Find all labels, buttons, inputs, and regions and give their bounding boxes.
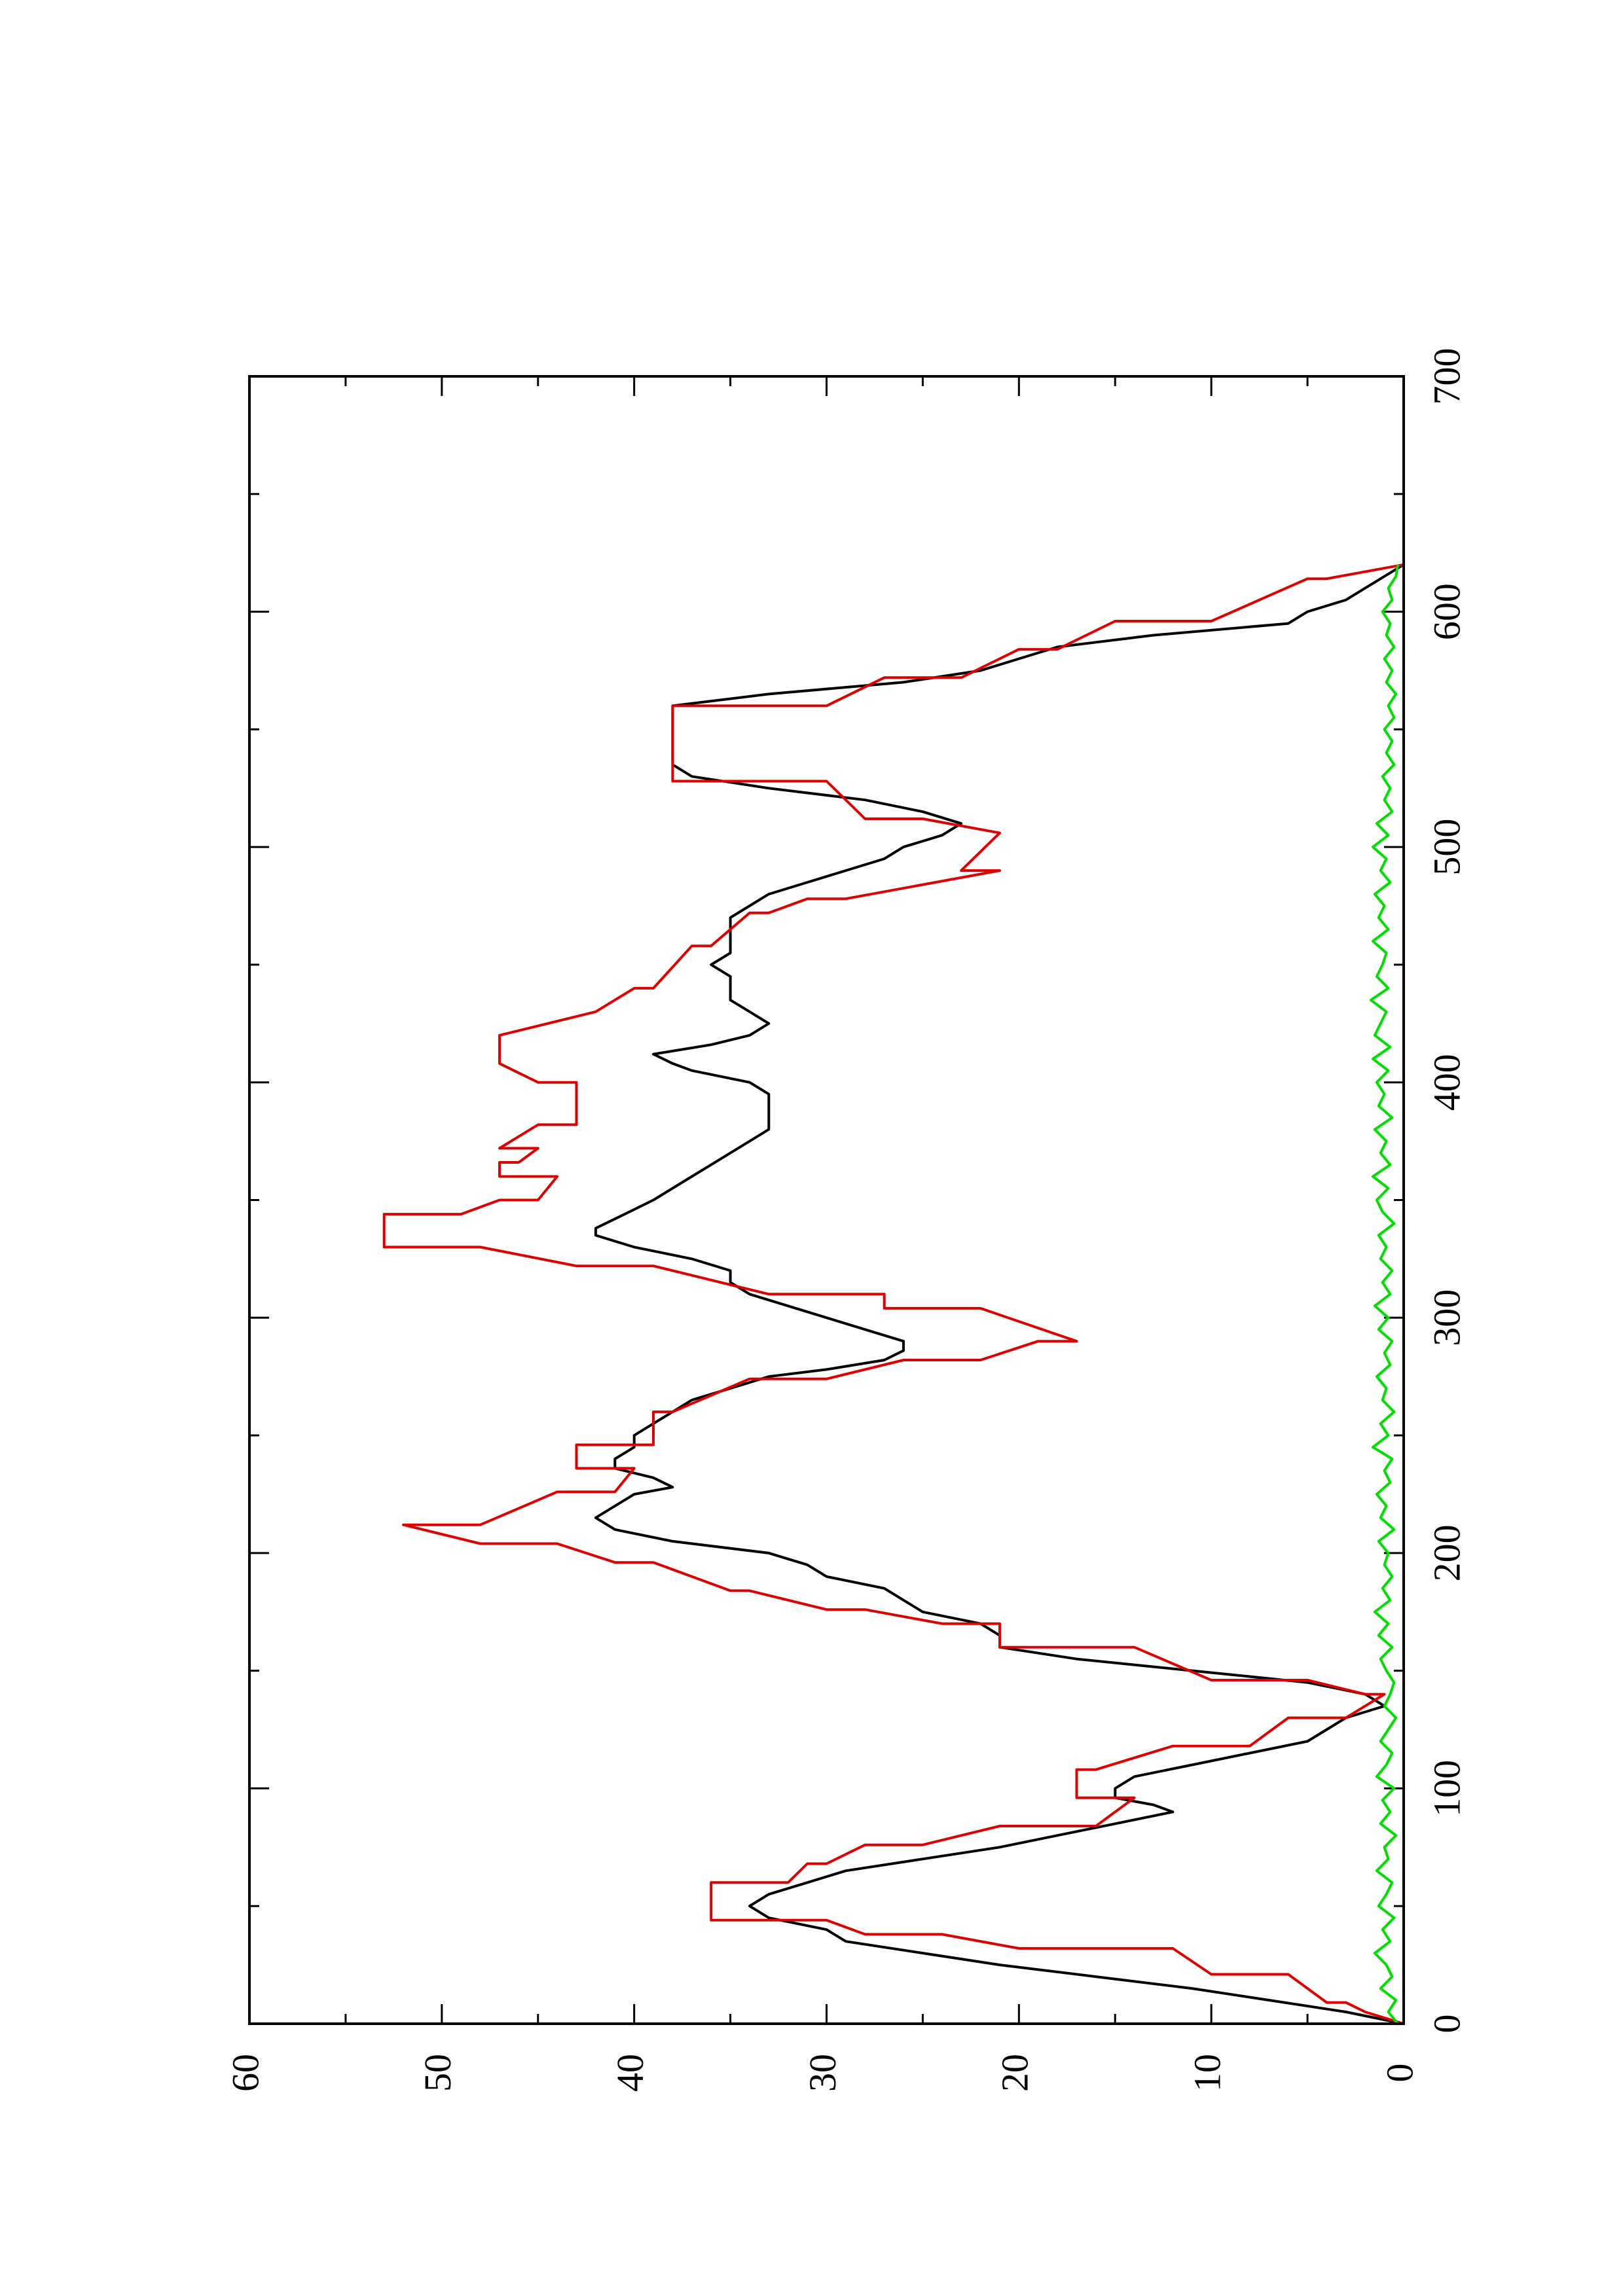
series-layer — [382, 563, 1405, 2025]
y-tick-label: 60 — [224, 2054, 266, 2092]
x-tick-label: 0 — [1425, 2015, 1468, 2034]
y-tick-label: 30 — [801, 2054, 844, 2092]
red-series-line — [382, 563, 1404, 2025]
y-tick-label: 50 — [416, 2054, 459, 2092]
plot-frame — [248, 375, 1405, 2025]
x-tick-label: 500 — [1425, 819, 1468, 876]
y-tick-labels: 0 10 20 30 40 50 60 — [224, 2054, 1421, 2092]
x-tick-label: 100 — [1425, 1760, 1468, 1817]
y-tick-label: 20 — [994, 2054, 1036, 2092]
black-series-line — [594, 563, 1405, 2025]
x-tick-labels: 0 100 200 300 400 500 600 700 — [1425, 348, 1468, 2034]
x-tick-label: 300 — [1425, 1289, 1468, 1346]
y-tick-label: 0 — [1378, 2064, 1421, 2083]
green-series-line — [1370, 564, 1400, 2025]
minor-ticks — [249, 376, 1404, 2024]
x-tick-label: 200 — [1425, 1524, 1468, 1581]
x-tick-label: 600 — [1425, 583, 1468, 640]
x-tick-label: 400 — [1425, 1054, 1468, 1111]
y-tick-label: 40 — [609, 2054, 651, 2092]
major-ticks — [248, 375, 1405, 2025]
y-tick-label: 10 — [1186, 2054, 1228, 2092]
x-tick-label: 700 — [1425, 348, 1468, 405]
